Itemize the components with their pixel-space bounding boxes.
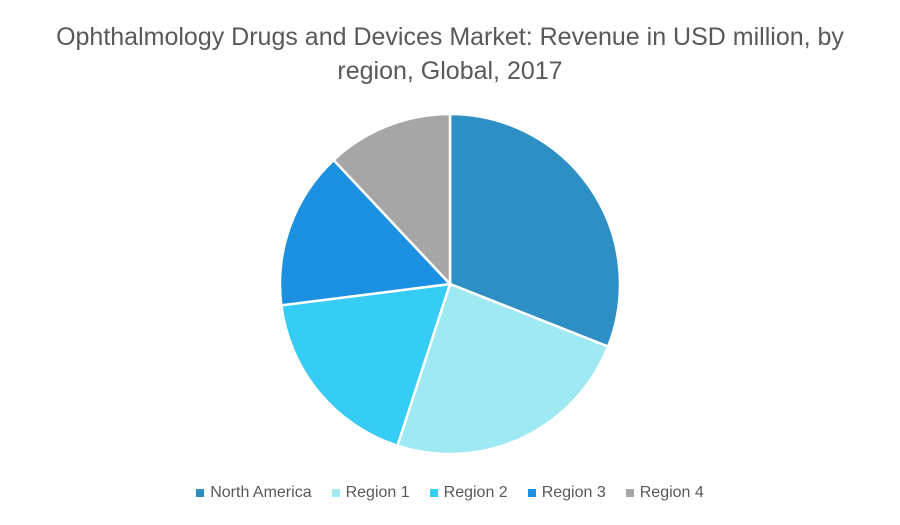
chart-title: Ophthalmology Drugs and Devices Market: … — [56, 23, 844, 85]
pie-slices — [278, 112, 622, 456]
legend-swatch — [625, 489, 634, 497]
legend-label: Region 3 — [541, 484, 606, 501]
legend-item-region-2: Region 2 — [429, 484, 508, 502]
legend-label: Region 2 — [443, 484, 508, 501]
legend-label: North America — [210, 484, 312, 501]
legend-item-region-4: Region 4 — [625, 484, 704, 502]
chart-legend: North America Region 1 Region 2 Region 3 Reg… — [0, 484, 900, 502]
pie-slice-region-2 — [279, 282, 452, 448]
legend-item-region-1: Region 1 — [331, 484, 410, 502]
legend-item-region-3: Region 3 — [527, 484, 606, 502]
legend-swatch — [196, 489, 205, 497]
legend-label: Region 4 — [639, 484, 704, 501]
legend-label: Region 1 — [345, 484, 410, 501]
pie-slice-region-1 — [395, 282, 610, 456]
legend-swatch — [429, 489, 438, 497]
legend-swatch — [527, 489, 536, 497]
pie-slice-region-3 — [278, 158, 453, 307]
legend-swatch — [331, 489, 340, 497]
pie-slice-north-america — [448, 112, 622, 349]
pie-slice-region-4 — [331, 112, 452, 288]
legend-item-north-america: North America — [196, 484, 312, 502]
